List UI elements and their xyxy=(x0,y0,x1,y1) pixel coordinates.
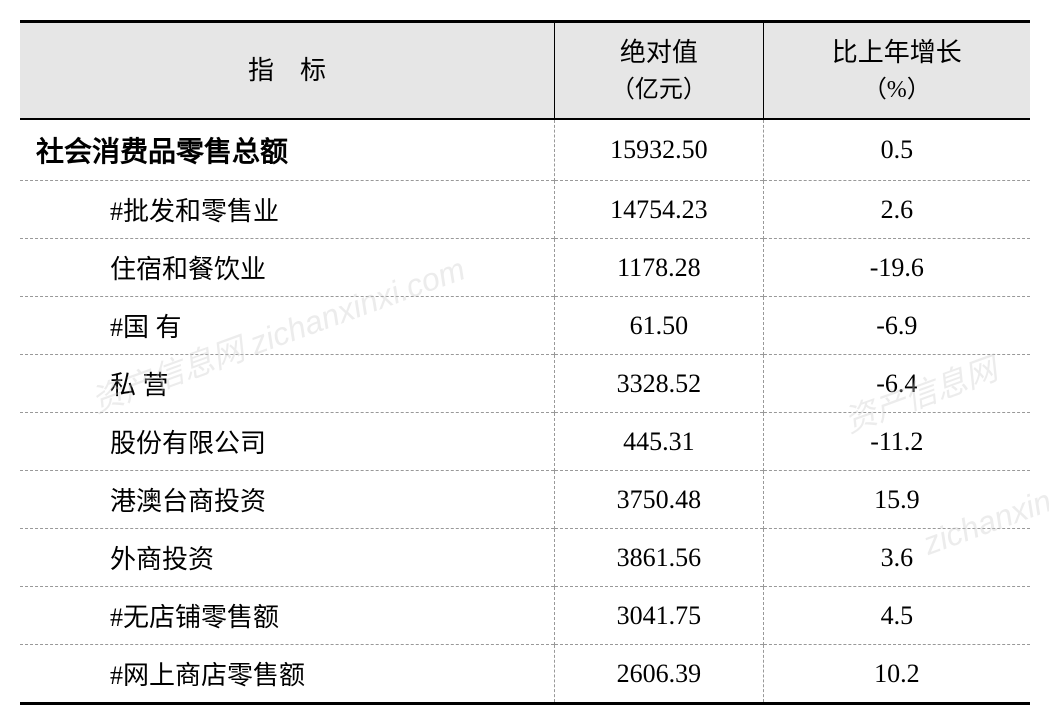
cell-indicator: 社会消费品零售总额 xyxy=(20,119,555,181)
col-header-value: 绝对值 （亿元） xyxy=(555,22,764,120)
retail-sales-table: 指 标 绝对值 （亿元） 比上年增长 （%） 社会消费品零售总额 15932.5… xyxy=(20,20,1030,705)
table-row: 住宿和餐饮业 1178.28 -19.6 xyxy=(20,239,1030,297)
cell-growth: 15.9 xyxy=(763,471,1030,529)
cell-indicator: 外商投资 xyxy=(20,529,555,587)
table-body: 社会消费品零售总额 15932.50 0.5 #批发和零售业 14754.23 … xyxy=(20,119,1030,704)
cell-indicator: 港澳台商投资 xyxy=(20,471,555,529)
page-container: 资产信息网 zichanxinxi.com 资产信息网 zichanxinxi … xyxy=(20,20,1029,705)
col-header-indicator: 指 标 xyxy=(20,22,555,120)
cell-growth: -19.6 xyxy=(763,239,1030,297)
table-row: 社会消费品零售总额 15932.50 0.5 xyxy=(20,119,1030,181)
cell-value: 445.31 xyxy=(555,413,764,471)
cell-growth: 2.6 xyxy=(763,181,1030,239)
cell-growth: -6.9 xyxy=(763,297,1030,355)
cell-value: 14754.23 xyxy=(555,181,764,239)
col-header-sublabel: （亿元） xyxy=(563,72,755,108)
table-row: #无店铺零售额 3041.75 4.5 xyxy=(20,587,1030,645)
col-header-label: 指 标 xyxy=(248,56,326,85)
cell-value: 2606.39 xyxy=(555,645,764,704)
cell-value: 3328.52 xyxy=(555,355,764,413)
table-row: 外商投资 3861.56 3.6 xyxy=(20,529,1030,587)
cell-value: 1178.28 xyxy=(555,239,764,297)
cell-value: 61.50 xyxy=(555,297,764,355)
cell-growth: -11.2 xyxy=(763,413,1030,471)
col-header-sublabel: （%） xyxy=(772,72,1022,108)
cell-value: 3750.48 xyxy=(555,471,764,529)
table-row: 港澳台商投资 3750.48 15.9 xyxy=(20,471,1030,529)
table-row: #网上商店零售额 2606.39 10.2 xyxy=(20,645,1030,704)
cell-growth: -6.4 xyxy=(763,355,1030,413)
cell-indicator: 私 营 xyxy=(20,355,555,413)
table-row: 股份有限公司 445.31 -11.2 xyxy=(20,413,1030,471)
col-header-label: 比上年增长 xyxy=(832,38,962,67)
cell-value: 3041.75 xyxy=(555,587,764,645)
table-header-row: 指 标 绝对值 （亿元） 比上年增长 （%） xyxy=(20,22,1030,120)
cell-indicator: #无店铺零售额 xyxy=(20,587,555,645)
cell-growth: 4.5 xyxy=(763,587,1030,645)
cell-value: 15932.50 xyxy=(555,119,764,181)
col-header-label: 绝对值 xyxy=(620,38,698,67)
cell-growth: 0.5 xyxy=(763,119,1030,181)
table-row: #批发和零售业 14754.23 2.6 xyxy=(20,181,1030,239)
table-row: 私 营 3328.52 -6.4 xyxy=(20,355,1030,413)
cell-indicator: 住宿和餐饮业 xyxy=(20,239,555,297)
table-row: #国 有 61.50 -6.9 xyxy=(20,297,1030,355)
cell-indicator: #国 有 xyxy=(20,297,555,355)
cell-indicator: 股份有限公司 xyxy=(20,413,555,471)
cell-growth: 3.6 xyxy=(763,529,1030,587)
col-header-growth: 比上年增长 （%） xyxy=(763,22,1030,120)
cell-indicator: #批发和零售业 xyxy=(20,181,555,239)
cell-indicator: #网上商店零售额 xyxy=(20,645,555,704)
cell-growth: 10.2 xyxy=(763,645,1030,704)
data-table-container: 指 标 绝对值 （亿元） 比上年增长 （%） 社会消费品零售总额 15932.5… xyxy=(20,20,1030,705)
cell-value: 3861.56 xyxy=(555,529,764,587)
